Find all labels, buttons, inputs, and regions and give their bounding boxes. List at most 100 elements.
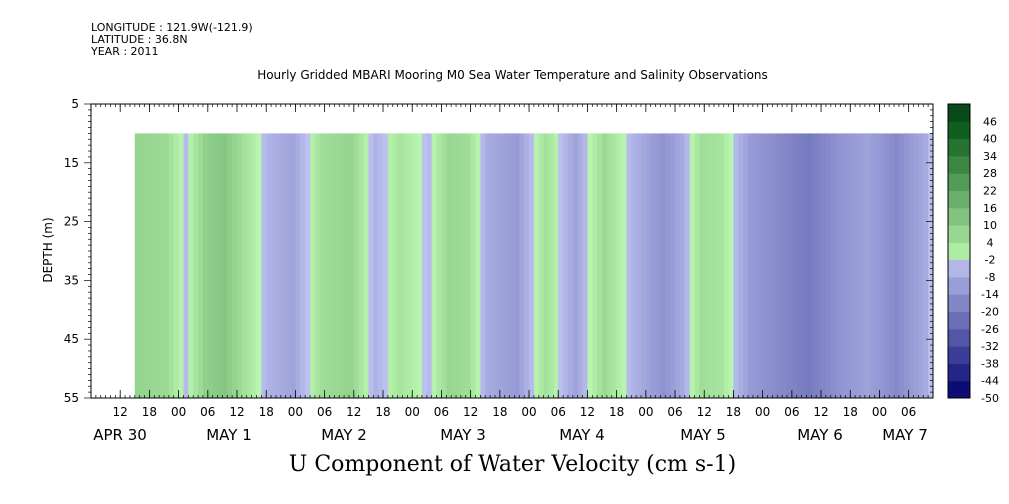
heatmap-cell <box>246 133 253 398</box>
colorbar-label: 4 <box>987 236 994 249</box>
colorbar-swatch <box>948 276 970 295</box>
colorbar-swatch <box>948 259 970 278</box>
heatmap-cell <box>558 133 564 398</box>
heatmap-cell <box>475 133 481 398</box>
heatmap-cell <box>548 133 554 398</box>
heatmap-cell <box>728 133 734 398</box>
heatmap-cell <box>314 133 321 398</box>
x-hour-tick-label: 12 <box>697 405 712 419</box>
year-label: YEAR : 2011 <box>91 45 159 58</box>
heatmap-cell <box>241 133 248 398</box>
colorbar-swatch <box>948 104 970 122</box>
colorbar-swatch <box>948 138 970 157</box>
heatmap-cell <box>470 133 476 398</box>
heatmap-cell <box>499 133 506 398</box>
heatmap-cell <box>397 133 403 398</box>
heatmap-cell <box>305 133 311 398</box>
heatmap-cell <box>456 133 462 398</box>
heatmap-cell <box>889 133 895 398</box>
heatmap-cell <box>645 133 652 398</box>
heatmap-cell <box>227 133 233 398</box>
x-day-label: MAY 7 <box>882 426 928 444</box>
heatmap-cell <box>859 133 866 398</box>
heatmap-cell <box>164 133 170 398</box>
heatmap-cell <box>694 133 700 398</box>
x-hour-tick-label: 12 <box>229 405 244 419</box>
heatmap-cell <box>597 133 603 398</box>
heatmap-cell <box>529 133 535 398</box>
heatmap-cell <box>918 133 924 398</box>
heatmap-cell <box>300 133 306 398</box>
colorbar-swatch <box>948 173 970 191</box>
heatmap-cell <box>699 133 705 398</box>
colorbar-swatch <box>948 294 970 313</box>
x-hour-tick-label: 18 <box>609 405 624 419</box>
heatmap-cell <box>198 133 204 398</box>
x-hour-tick-label: 00 <box>521 405 536 419</box>
heatmap-cell <box>845 133 851 398</box>
colorbar-swatch <box>948 311 970 330</box>
heatmap-cell <box>519 133 525 398</box>
heatmap-cell <box>159 133 165 398</box>
heatmap-cell <box>149 133 155 398</box>
heatmap-cell <box>261 133 267 398</box>
x-hour-tick-label: 06 <box>901 405 916 419</box>
colorbar-swatch <box>948 207 970 226</box>
heatmap-cell <box>806 133 812 398</box>
heatmap-cell <box>898 133 905 398</box>
heatmap-cell <box>310 133 316 398</box>
heatmap-cell <box>173 133 180 398</box>
heatmap-cell <box>232 133 238 398</box>
heatmap-cell <box>533 133 540 398</box>
x-hour-tick-label: 00 <box>755 405 770 419</box>
heatmap-cell <box>830 133 837 398</box>
heatmap-cell <box>855 133 861 398</box>
heatmap-cell <box>368 133 374 398</box>
heatmap-cell <box>485 133 491 398</box>
longitude-label: LONGITUDE : 121.9W(-121.9) <box>91 21 253 34</box>
heatmap-cell <box>460 133 467 398</box>
colorbar-label: 16 <box>983 202 997 215</box>
colorbar-label: 46 <box>983 115 997 128</box>
x-hour-tick-label: 18 <box>492 405 507 419</box>
colorbar-swatch <box>948 225 970 243</box>
heatmap-cell <box>592 133 598 398</box>
heatmap-cell <box>207 133 214 398</box>
heatmap-cell <box>553 133 559 398</box>
latitude-label: LATITUDE : 36.8N <box>91 33 188 46</box>
heatmap-cell <box>407 133 413 398</box>
x-hour-tick-label: 12 <box>346 405 361 419</box>
y-tick-label: 55 <box>64 391 79 405</box>
colorbar-label: -2 <box>985 254 996 267</box>
heatmap-cell <box>421 133 428 398</box>
chart-title: Hourly Gridded MBARI Mooring M0 Sea Wate… <box>257 68 768 82</box>
x-hour-tick-label: 06 <box>551 405 566 419</box>
colorbar-swatch <box>948 190 970 209</box>
heatmap-cell <box>378 133 384 398</box>
heatmap-cell <box>913 133 919 398</box>
y-tick-label: 5 <box>71 97 79 111</box>
heatmap-cell <box>752 133 759 398</box>
heatmap-cell <box>412 133 418 398</box>
heatmap-cell <box>324 133 330 398</box>
colorbar-label: 10 <box>983 219 997 232</box>
heatmap-cell <box>572 133 579 398</box>
heatmap-cell <box>251 133 257 398</box>
heatmap-cell <box>631 133 637 398</box>
heatmap-cell <box>835 133 841 398</box>
heatmap-cell <box>879 133 885 398</box>
x-hour-tick-label: 12 <box>463 405 478 419</box>
heatmap-cell <box>801 133 807 398</box>
colorbar-label: -38 <box>981 357 999 370</box>
x-hour-tick-label: 12 <box>813 405 828 419</box>
heatmap-cell <box>733 133 739 398</box>
colorbar-swatch <box>948 346 970 364</box>
x-day-label: MAY 3 <box>440 426 486 444</box>
colorbar-label: -8 <box>985 271 996 284</box>
colorbar-swatch <box>948 363 970 382</box>
x-hour-tick-label: 18 <box>843 405 858 419</box>
heatmap-cell <box>358 133 364 398</box>
heatmap-cell <box>602 133 608 398</box>
heatmap-cell <box>665 133 671 398</box>
heatmap-cell <box>436 133 442 398</box>
